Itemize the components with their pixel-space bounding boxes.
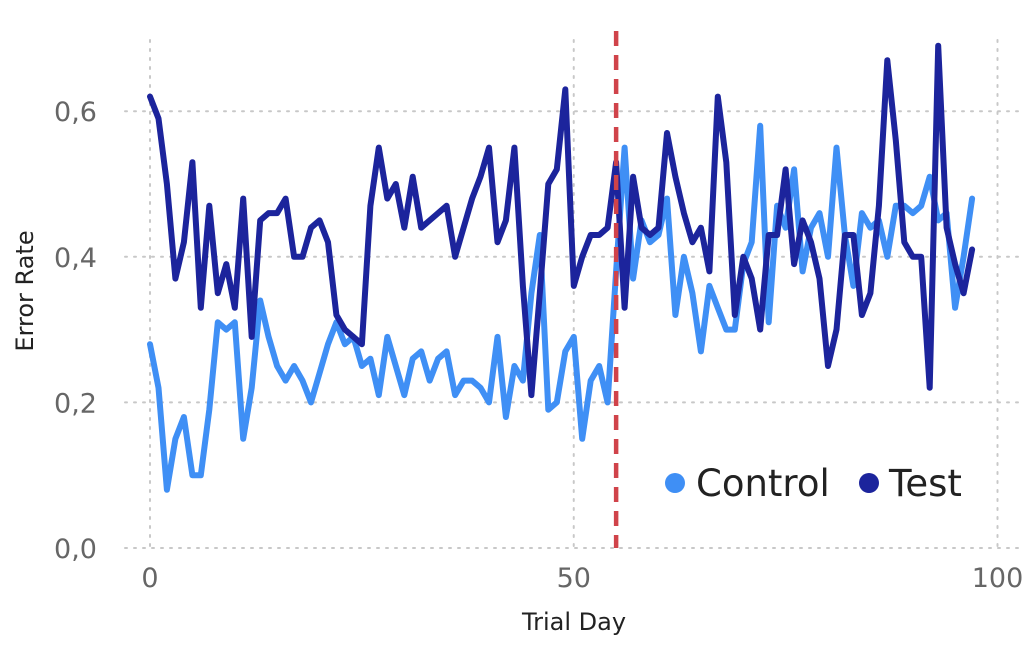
legend-label-test: Test	[888, 462, 962, 505]
legend-label-control: Control	[696, 462, 830, 505]
series-line-control	[147, 122, 976, 493]
x-axis-title: Trial Day	[521, 608, 626, 636]
tick-labels: 0,0 0,2 0,4 0,6 0 50 100	[54, 97, 1023, 594]
y-tick-label: 0,0	[54, 534, 97, 565]
y-tick-label: 0,2	[54, 388, 97, 419]
grid	[124, 39, 1021, 549]
y-axis-title: Error Rate	[11, 230, 39, 351]
legend-marker-test	[859, 473, 879, 493]
series-line-test	[147, 42, 976, 399]
series-lines	[147, 42, 976, 493]
y-tick-label: 0,4	[54, 243, 97, 274]
x-tick-label: 100	[972, 563, 1024, 594]
y-tick-label: 0,6	[54, 97, 97, 128]
legend-marker-control	[665, 473, 685, 493]
legend: Control Test	[665, 462, 962, 505]
x-tick-label: 50	[557, 563, 591, 594]
x-tick-label: 0	[141, 563, 158, 594]
